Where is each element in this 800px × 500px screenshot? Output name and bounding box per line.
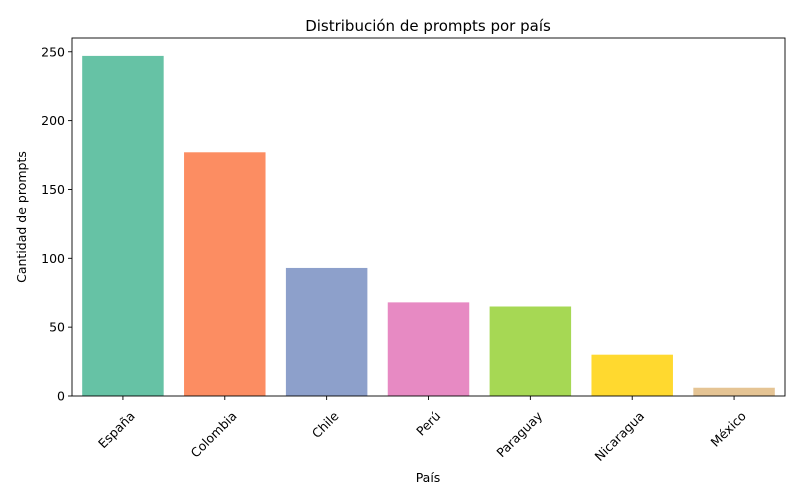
y-tick-label: 250 [41,44,65,59]
y-tick-label: 0 [57,389,65,404]
bar-2 [285,267,368,396]
y-axis-ticks: 0 50 100 150 200 250 [41,44,72,404]
bar-5 [591,354,673,396]
x-tick-label: Nicaragua [591,408,647,464]
y-tick-label: 200 [41,113,65,128]
x-axis-ticks: España Colombia Chile Perú Paraguay Nicaragua… [95,396,749,464]
bar-1 [184,152,266,396]
x-tick-label: Chile [309,408,342,441]
x-tick-label: Paraguay [493,408,545,460]
y-axis-label: Cantidad de prompts [14,151,29,283]
bar-4 [489,306,572,396]
bar-6 [693,387,775,396]
x-tick-label: Perú [413,408,443,438]
x-tick-label: Colombia [188,408,240,460]
bar-3 [387,302,470,396]
x-tick-label: México [708,408,749,449]
x-axis-label: País [416,470,441,485]
bars [82,55,775,397]
y-tick-label: 150 [41,182,65,197]
x-tick-label: España [95,408,138,451]
y-tick-label: 100 [41,251,65,266]
chart-title: Distribución de prompts por país [305,17,551,35]
bar-0 [82,55,164,397]
y-tick-label: 50 [49,320,65,335]
